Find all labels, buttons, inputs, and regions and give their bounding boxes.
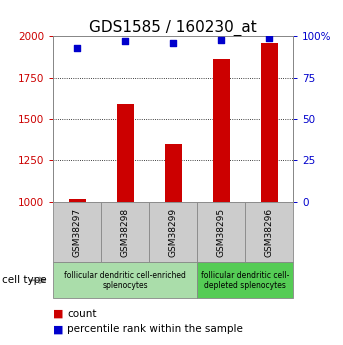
Point: [122, 38, 128, 44]
Point: [170, 40, 176, 46]
Title: GDS1585 / 160230_at: GDS1585 / 160230_at: [89, 20, 257, 36]
Text: GSM38297: GSM38297: [73, 207, 82, 257]
Point: [218, 37, 224, 42]
Text: percentile rank within the sample: percentile rank within the sample: [67, 325, 243, 334]
Point: [267, 35, 272, 41]
Point: [74, 45, 80, 51]
Bar: [197, 262, 293, 298]
Bar: [261, 43, 278, 202]
Bar: [53, 202, 101, 262]
Text: GSM38299: GSM38299: [169, 207, 178, 257]
Bar: [197, 202, 245, 262]
Text: GSM38296: GSM38296: [265, 207, 274, 257]
Bar: [53, 262, 197, 298]
Text: cell type: cell type: [2, 275, 46, 285]
Text: GSM38295: GSM38295: [217, 207, 226, 257]
Text: follicular dendritic cell-
depleted splenocytes: follicular dendritic cell- depleted sple…: [201, 270, 289, 290]
Text: GSM38298: GSM38298: [121, 207, 130, 257]
Bar: [101, 202, 149, 262]
Text: ■: ■: [53, 309, 64, 319]
Bar: [69, 198, 86, 202]
Bar: [149, 202, 197, 262]
Text: ■: ■: [53, 325, 64, 334]
Bar: [245, 202, 293, 262]
Bar: [165, 144, 182, 202]
Bar: [117, 104, 134, 202]
Text: follicular dendritic cell-enriched
splenocytes: follicular dendritic cell-enriched splen…: [64, 270, 186, 290]
Text: count: count: [67, 309, 96, 319]
Bar: [213, 59, 230, 202]
